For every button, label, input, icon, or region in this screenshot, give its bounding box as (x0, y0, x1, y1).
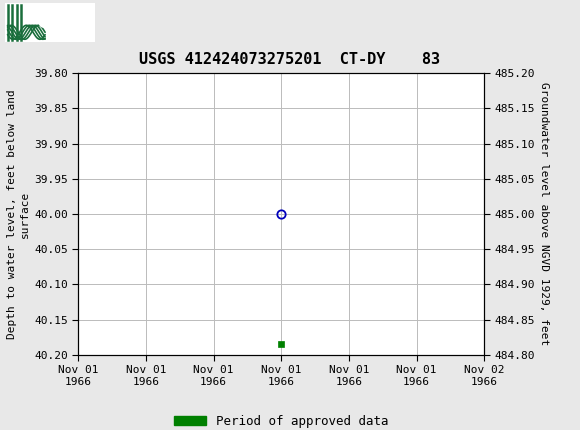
Text: USGS: USGS (36, 13, 96, 32)
Y-axis label: Depth to water level, feet below land
surface: Depth to water level, feet below land su… (7, 89, 30, 339)
Text: USGS 412424073275201  CT-DY    83: USGS 412424073275201 CT-DY 83 (139, 52, 441, 67)
Y-axis label: Groundwater level above NGVD 1929, feet: Groundwater level above NGVD 1929, feet (539, 82, 549, 346)
Legend: Period of approved data: Period of approved data (169, 410, 393, 430)
Bar (5, 3, 95, 42)
